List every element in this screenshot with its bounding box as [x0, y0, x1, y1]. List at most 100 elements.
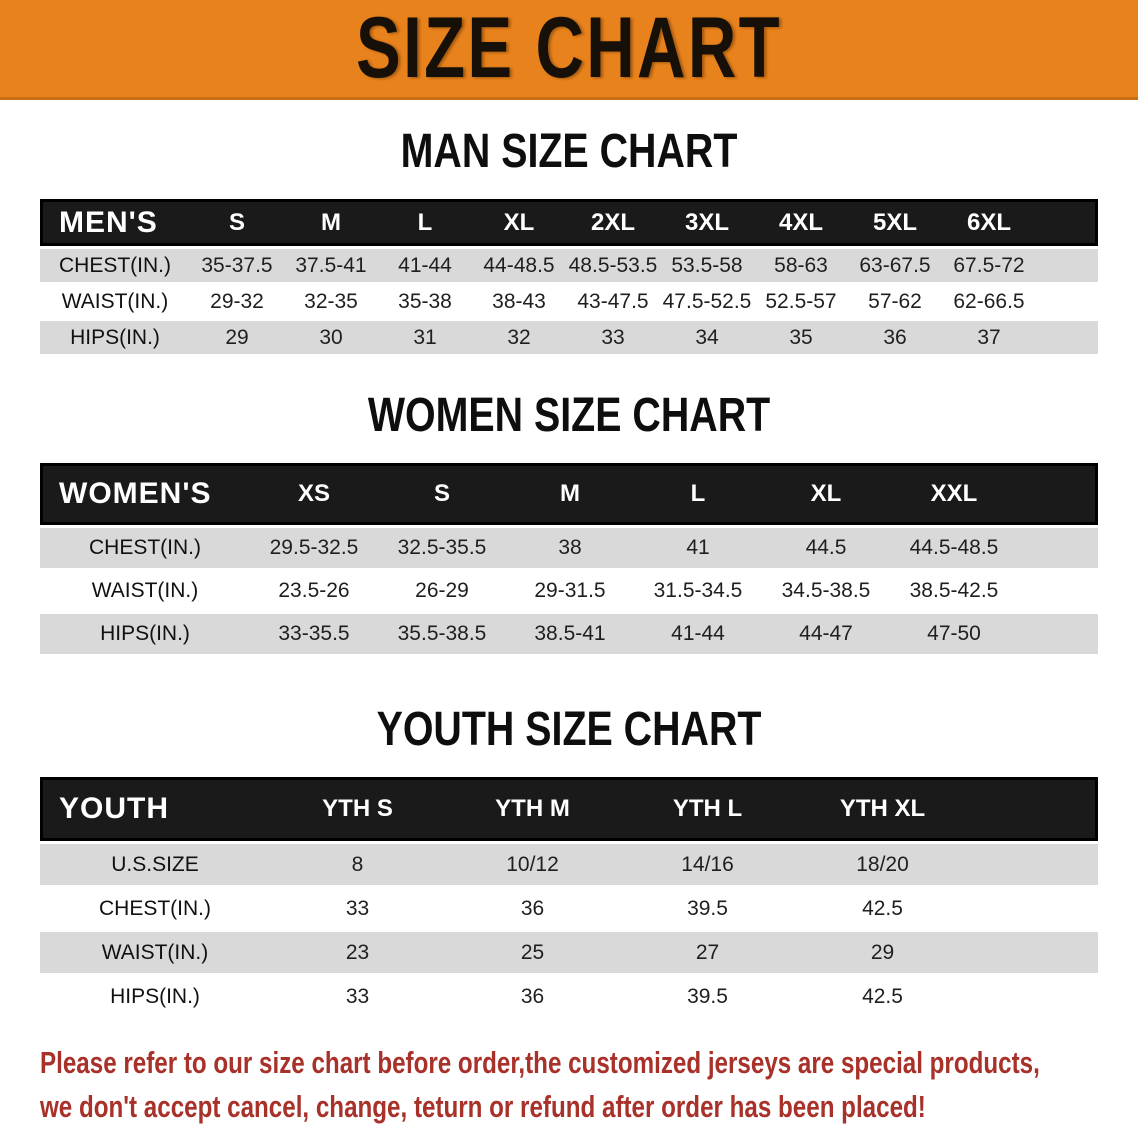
- table-cell: 35-38: [378, 282, 472, 318]
- table-cell: 35: [754, 318, 848, 354]
- column-header: XS: [250, 463, 378, 525]
- column-header-filler: [970, 777, 1098, 841]
- table-cell: 38-43: [472, 282, 566, 318]
- column-header: XL: [472, 199, 566, 246]
- column-header: YTH S: [270, 777, 445, 841]
- table-cell: 29: [795, 929, 970, 973]
- table-cell: 27: [620, 929, 795, 973]
- table-row: CHEST(IN.) 29.5-32.5 32.5-35.5 38 41 44.…: [40, 525, 1098, 568]
- column-header: YTH L: [620, 777, 795, 841]
- table-cell-filler: [970, 973, 1098, 1017]
- table-cell: 67.5-72: [942, 246, 1036, 282]
- table-cell: 47-50: [890, 611, 1018, 654]
- table-cell: 52.5-57: [754, 282, 848, 318]
- table-cell: 23: [270, 929, 445, 973]
- table-cell-filler: [970, 885, 1098, 929]
- row-label: HIPS(IN.): [40, 611, 250, 654]
- table-row: U.S.SIZE 8 10/12 14/16 18/20: [40, 841, 1098, 885]
- table-cell: 44-47: [762, 611, 890, 654]
- youth-size-table: YOUTH YTH S YTH M YTH L YTH XL U.S.SIZE …: [40, 777, 1098, 1017]
- table-cell: 31: [378, 318, 472, 354]
- youth-section-heading: YOUTH SIZE CHART: [376, 703, 762, 756]
- table-cell: 29.5-32.5: [250, 525, 378, 568]
- table-row: HIPS(IN.) 29 30 31 32 33 34 35 36 37: [40, 318, 1098, 354]
- column-header: L: [378, 199, 472, 246]
- column-header: S: [378, 463, 506, 525]
- table-cell: 47.5-52.5: [660, 282, 754, 318]
- table-cell: 34.5-38.5: [762, 568, 890, 611]
- table-cell: 32.5-35.5: [378, 525, 506, 568]
- table-cell: 30: [284, 318, 378, 354]
- table-cell: 33: [270, 973, 445, 1017]
- table-cell: 25: [445, 929, 620, 973]
- table-cell: 29-31.5: [506, 568, 634, 611]
- table-cell: 10/12: [445, 841, 620, 885]
- table-row: CHEST(IN.) 35-37.5 37.5-41 41-44 44-48.5…: [40, 246, 1098, 282]
- men-size-table: MEN'S S M L XL 2XL 3XL 4XL 5XL 6XL CHEST…: [40, 199, 1098, 354]
- table-cell: 36: [445, 973, 620, 1017]
- table-cell-filler: [1036, 318, 1098, 354]
- column-header: M: [284, 199, 378, 246]
- table-cell: 33: [566, 318, 660, 354]
- table-cell: 34: [660, 318, 754, 354]
- table-cell: 42.5: [795, 885, 970, 929]
- table-row: CHEST(IN.) 33 36 39.5 42.5: [40, 885, 1098, 929]
- table-cell: 32-35: [284, 282, 378, 318]
- table-cell-filler: [1018, 568, 1098, 611]
- column-header: XL: [762, 463, 890, 525]
- table-cell: 33: [270, 885, 445, 929]
- women-section-heading: WOMEN SIZE CHART: [367, 389, 771, 442]
- table-cell: 32: [472, 318, 566, 354]
- table-cell-filler: [970, 929, 1098, 973]
- column-header: 4XL: [754, 199, 848, 246]
- table-cell: 39.5: [620, 885, 795, 929]
- row-label: U.S.SIZE: [40, 841, 270, 885]
- column-header-filler: [1036, 199, 1098, 246]
- row-label: CHEST(IN.): [40, 246, 190, 282]
- column-header: M: [506, 463, 634, 525]
- table-cell: 23.5-26: [250, 568, 378, 611]
- column-header: 5XL: [848, 199, 942, 246]
- table-cell: 41-44: [378, 246, 472, 282]
- column-header: YTH XL: [795, 777, 970, 841]
- table-cell: 39.5: [620, 973, 795, 1017]
- row-label: CHEST(IN.): [40, 885, 270, 929]
- table-cell: 48.5-53.5: [566, 246, 660, 282]
- women-table-header-row: WOMEN'S XS S M L XL XXL: [40, 463, 1098, 525]
- disclaimer-line-2: we don't accept cancel, change, teturn o…: [40, 1089, 926, 1124]
- table-cell: 29: [190, 318, 284, 354]
- table-row: WAIST(IN.) 23.5-26 26-29 29-31.5 31.5-34…: [40, 568, 1098, 611]
- table-cell: 38.5-42.5: [890, 568, 1018, 611]
- table-cell: 41-44: [634, 611, 762, 654]
- table-cell: 44.5-48.5: [890, 525, 1018, 568]
- table-cell-filler: [1018, 611, 1098, 654]
- disclaimer: Please refer to our size chart before or…: [40, 1041, 1138, 1129]
- row-label: HIPS(IN.): [40, 318, 190, 354]
- table-cell: 43-47.5: [566, 282, 660, 318]
- table-cell-filler: [1036, 246, 1098, 282]
- table-cell: 8: [270, 841, 445, 885]
- disclaimer-line-1: Please refer to our size chart before or…: [40, 1045, 1040, 1080]
- column-header: L: [634, 463, 762, 525]
- table-row: WAIST(IN.) 29-32 32-35 35-38 38-43 43-47…: [40, 282, 1098, 318]
- table-cell: 29-32: [190, 282, 284, 318]
- table-cell: 35.5-38.5: [378, 611, 506, 654]
- size-chart-banner: SIZE CHART: [0, 0, 1138, 100]
- row-label: HIPS(IN.): [40, 973, 270, 1017]
- table-cell: 36: [848, 318, 942, 354]
- table-cell: 14/16: [620, 841, 795, 885]
- row-label: WAIST(IN.): [40, 568, 250, 611]
- women-group-label: WOMEN'S: [40, 463, 250, 525]
- table-cell: 31.5-34.5: [634, 568, 762, 611]
- youth-group-label: YOUTH: [40, 777, 270, 841]
- table-cell: 62-66.5: [942, 282, 1036, 318]
- table-cell: 42.5: [795, 973, 970, 1017]
- table-cell: 35-37.5: [190, 246, 284, 282]
- table-cell: 37: [942, 318, 1036, 354]
- banner-title: SIZE CHART: [356, 0, 782, 96]
- table-cell: 44-48.5: [472, 246, 566, 282]
- column-header-filler: [1018, 463, 1098, 525]
- table-cell: 33-35.5: [250, 611, 378, 654]
- column-header: XXL: [890, 463, 1018, 525]
- table-cell: 63-67.5: [848, 246, 942, 282]
